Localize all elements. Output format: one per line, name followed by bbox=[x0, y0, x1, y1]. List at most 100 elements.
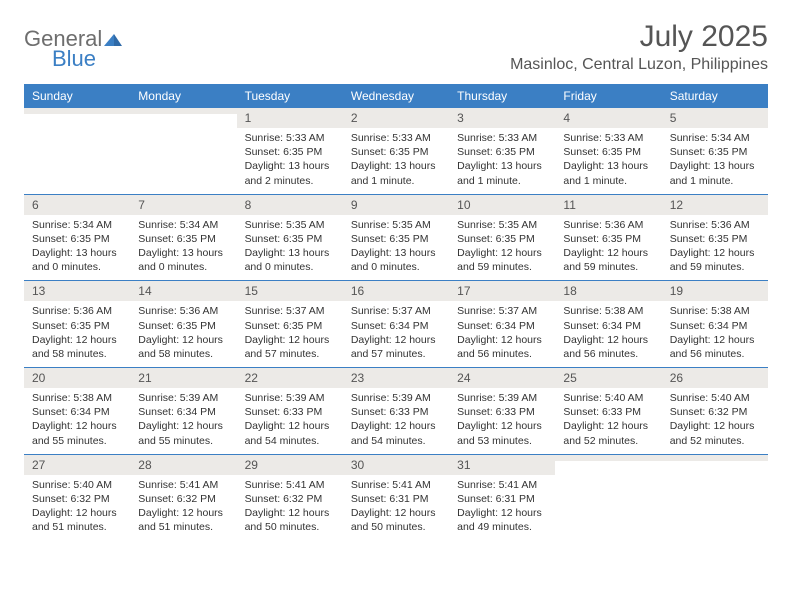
day-number: 20 bbox=[24, 368, 130, 388]
day-number: 1 bbox=[237, 108, 343, 128]
sunset-text: Sunset: 6:35 PM bbox=[351, 232, 441, 246]
day-details: Sunrise: 5:35 AMSunset: 6:35 PMDaylight:… bbox=[343, 215, 449, 275]
sunset-text: Sunset: 6:33 PM bbox=[457, 405, 547, 419]
day-number: 25 bbox=[555, 368, 661, 388]
day-details: Sunrise: 5:36 AMSunset: 6:35 PMDaylight:… bbox=[24, 301, 130, 361]
day-header: Wednesday bbox=[343, 84, 449, 108]
day-number: 17 bbox=[449, 281, 555, 301]
calendar-cell: 14Sunrise: 5:36 AMSunset: 6:35 PMDayligh… bbox=[130, 281, 236, 367]
calendar-week: 20Sunrise: 5:38 AMSunset: 6:34 PMDayligh… bbox=[24, 367, 768, 454]
day-number: 16 bbox=[343, 281, 449, 301]
sunrise-text: Sunrise: 5:36 AM bbox=[138, 304, 228, 318]
daylight-text: Daylight: 12 hours and 54 minutes. bbox=[245, 419, 335, 447]
calendar-cell bbox=[130, 108, 236, 194]
sunrise-text: Sunrise: 5:39 AM bbox=[138, 391, 228, 405]
day-details: Sunrise: 5:37 AMSunset: 6:34 PMDaylight:… bbox=[343, 301, 449, 361]
sunrise-text: Sunrise: 5:37 AM bbox=[457, 304, 547, 318]
day-details: Sunrise: 5:39 AMSunset: 6:33 PMDaylight:… bbox=[237, 388, 343, 448]
day-number: 11 bbox=[555, 195, 661, 215]
calendar-cell: 7Sunrise: 5:34 AMSunset: 6:35 PMDaylight… bbox=[130, 195, 236, 281]
day-details: Sunrise: 5:41 AMSunset: 6:32 PMDaylight:… bbox=[237, 475, 343, 535]
day-header: Saturday bbox=[662, 84, 768, 108]
day-number: 15 bbox=[237, 281, 343, 301]
calendar-cell: 11Sunrise: 5:36 AMSunset: 6:35 PMDayligh… bbox=[555, 195, 661, 281]
sunrise-text: Sunrise: 5:41 AM bbox=[138, 478, 228, 492]
day-number: 21 bbox=[130, 368, 236, 388]
calendar-cell: 3Sunrise: 5:33 AMSunset: 6:35 PMDaylight… bbox=[449, 108, 555, 194]
day-details: Sunrise: 5:40 AMSunset: 6:33 PMDaylight:… bbox=[555, 388, 661, 448]
day-header: Monday bbox=[130, 84, 236, 108]
day-number: 19 bbox=[662, 281, 768, 301]
sunset-text: Sunset: 6:35 PM bbox=[32, 232, 122, 246]
sunrise-text: Sunrise: 5:38 AM bbox=[32, 391, 122, 405]
sunset-text: Sunset: 6:35 PM bbox=[457, 232, 547, 246]
calendar-cell: 6Sunrise: 5:34 AMSunset: 6:35 PMDaylight… bbox=[24, 195, 130, 281]
day-number: 9 bbox=[343, 195, 449, 215]
day-details: Sunrise: 5:34 AMSunset: 6:35 PMDaylight:… bbox=[130, 215, 236, 275]
daylight-text: Daylight: 12 hours and 55 minutes. bbox=[138, 419, 228, 447]
sunset-text: Sunset: 6:34 PM bbox=[32, 405, 122, 419]
title-block: July 2025 Masinloc, Central Luzon, Phili… bbox=[510, 20, 768, 74]
sunset-text: Sunset: 6:35 PM bbox=[670, 145, 760, 159]
sunrise-text: Sunrise: 5:39 AM bbox=[351, 391, 441, 405]
day-number: 22 bbox=[237, 368, 343, 388]
sunset-text: Sunset: 6:35 PM bbox=[245, 145, 335, 159]
sunset-text: Sunset: 6:33 PM bbox=[245, 405, 335, 419]
sunrise-text: Sunrise: 5:34 AM bbox=[32, 218, 122, 232]
day-details: Sunrise: 5:36 AMSunset: 6:35 PMDaylight:… bbox=[130, 301, 236, 361]
sunset-text: Sunset: 6:35 PM bbox=[245, 232, 335, 246]
sunset-text: Sunset: 6:32 PM bbox=[670, 405, 760, 419]
brand-triangle-icon bbox=[104, 32, 122, 46]
sunset-text: Sunset: 6:35 PM bbox=[563, 232, 653, 246]
sunrise-text: Sunrise: 5:39 AM bbox=[245, 391, 335, 405]
sunset-text: Sunset: 6:34 PM bbox=[351, 319, 441, 333]
sunset-text: Sunset: 6:31 PM bbox=[351, 492, 441, 506]
daylight-text: Daylight: 12 hours and 52 minutes. bbox=[563, 419, 653, 447]
calendar-cell: 26Sunrise: 5:40 AMSunset: 6:32 PMDayligh… bbox=[662, 368, 768, 454]
sunset-text: Sunset: 6:35 PM bbox=[351, 145, 441, 159]
calendar-cell: 27Sunrise: 5:40 AMSunset: 6:32 PMDayligh… bbox=[24, 455, 130, 541]
day-number: 4 bbox=[555, 108, 661, 128]
daylight-text: Daylight: 12 hours and 51 minutes. bbox=[138, 506, 228, 534]
sunset-text: Sunset: 6:34 PM bbox=[670, 319, 760, 333]
day-details: Sunrise: 5:39 AMSunset: 6:33 PMDaylight:… bbox=[343, 388, 449, 448]
sunset-text: Sunset: 6:34 PM bbox=[563, 319, 653, 333]
sunrise-text: Sunrise: 5:40 AM bbox=[32, 478, 122, 492]
daylight-text: Daylight: 12 hours and 56 minutes. bbox=[563, 333, 653, 361]
calendar-cell: 9Sunrise: 5:35 AMSunset: 6:35 PMDaylight… bbox=[343, 195, 449, 281]
daylight-text: Daylight: 12 hours and 52 minutes. bbox=[670, 419, 760, 447]
day-details: Sunrise: 5:41 AMSunset: 6:32 PMDaylight:… bbox=[130, 475, 236, 535]
sunset-text: Sunset: 6:32 PM bbox=[32, 492, 122, 506]
sunrise-text: Sunrise: 5:37 AM bbox=[245, 304, 335, 318]
daylight-text: Daylight: 12 hours and 56 minutes. bbox=[457, 333, 547, 361]
day-details: Sunrise: 5:34 AMSunset: 6:35 PMDaylight:… bbox=[24, 215, 130, 275]
sunrise-text: Sunrise: 5:34 AM bbox=[670, 131, 760, 145]
day-details: Sunrise: 5:38 AMSunset: 6:34 PMDaylight:… bbox=[24, 388, 130, 448]
sunset-text: Sunset: 6:33 PM bbox=[351, 405, 441, 419]
day-details: Sunrise: 5:36 AMSunset: 6:35 PMDaylight:… bbox=[662, 215, 768, 275]
day-details: Sunrise: 5:33 AMSunset: 6:35 PMDaylight:… bbox=[237, 128, 343, 188]
calendar-week: 1Sunrise: 5:33 AMSunset: 6:35 PMDaylight… bbox=[24, 108, 768, 194]
day-number: 27 bbox=[24, 455, 130, 475]
sunrise-text: Sunrise: 5:40 AM bbox=[670, 391, 760, 405]
daylight-text: Daylight: 12 hours and 56 minutes. bbox=[670, 333, 760, 361]
day-number: 18 bbox=[555, 281, 661, 301]
sunrise-text: Sunrise: 5:35 AM bbox=[351, 218, 441, 232]
sunrise-text: Sunrise: 5:39 AM bbox=[457, 391, 547, 405]
calendar-cell: 17Sunrise: 5:37 AMSunset: 6:34 PMDayligh… bbox=[449, 281, 555, 367]
day-details: Sunrise: 5:33 AMSunset: 6:35 PMDaylight:… bbox=[343, 128, 449, 188]
sunrise-text: Sunrise: 5:41 AM bbox=[457, 478, 547, 492]
calendar-cell bbox=[662, 455, 768, 541]
daylight-text: Daylight: 12 hours and 50 minutes. bbox=[245, 506, 335, 534]
calendar-week: 6Sunrise: 5:34 AMSunset: 6:35 PMDaylight… bbox=[24, 194, 768, 281]
day-header: Friday bbox=[555, 84, 661, 108]
page-title: July 2025 bbox=[510, 20, 768, 54]
day-details: Sunrise: 5:35 AMSunset: 6:35 PMDaylight:… bbox=[449, 215, 555, 275]
day-details: Sunrise: 5:38 AMSunset: 6:34 PMDaylight:… bbox=[555, 301, 661, 361]
daylight-text: Daylight: 13 hours and 1 minute. bbox=[351, 159, 441, 187]
daylight-text: Daylight: 13 hours and 0 minutes. bbox=[245, 246, 335, 274]
daylight-text: Daylight: 12 hours and 55 minutes. bbox=[32, 419, 122, 447]
calendar-cell bbox=[555, 455, 661, 541]
sunset-text: Sunset: 6:32 PM bbox=[245, 492, 335, 506]
day-header: Sunday bbox=[24, 84, 130, 108]
